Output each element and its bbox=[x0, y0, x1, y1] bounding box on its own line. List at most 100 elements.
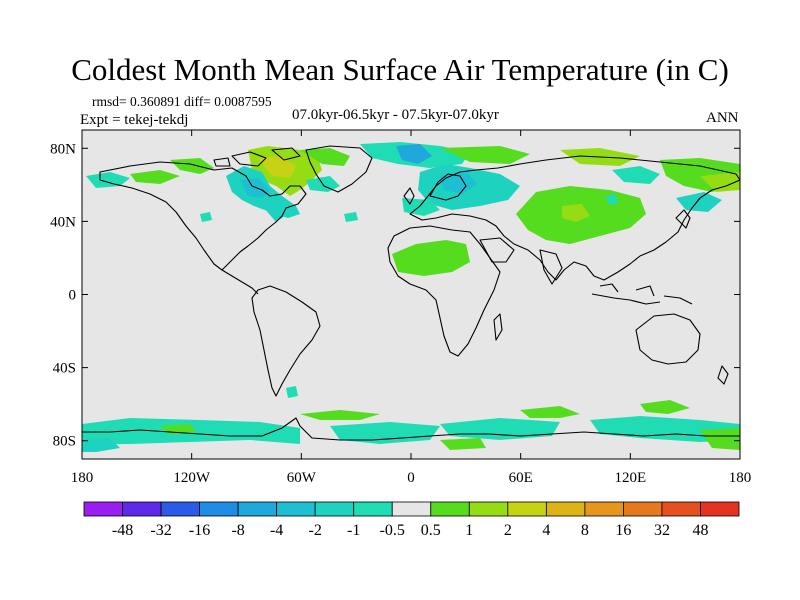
colorbar-box bbox=[507, 501, 547, 517]
coastline-south-america bbox=[251, 285, 321, 397]
coastline-japan bbox=[675, 209, 691, 229]
colorbar-box bbox=[237, 501, 278, 517]
anomaly-patch bbox=[640, 400, 690, 414]
colorbar-box bbox=[661, 501, 701, 517]
colorbar-label: 16 bbox=[615, 522, 631, 539]
anomaly-patch bbox=[264, 204, 288, 222]
anomaly-patch bbox=[170, 158, 214, 174]
experiment-label: Expt = tekej-tekdj bbox=[80, 112, 189, 128]
colorbar-box bbox=[391, 501, 432, 517]
coastlines bbox=[82, 145, 740, 441]
colorbar-label: 2 bbox=[504, 522, 512, 539]
anomaly-patch bbox=[240, 178, 270, 198]
axis-ticks bbox=[81, 130, 741, 459]
x-tick-label: 120W bbox=[173, 470, 211, 486]
colorbar-box bbox=[430, 501, 470, 517]
colorbar-box bbox=[122, 501, 162, 517]
season-label: ANN bbox=[706, 110, 739, 126]
anomaly-patch bbox=[300, 148, 350, 166]
coastline-eurasia bbox=[409, 155, 740, 281]
coastline-arabia bbox=[479, 237, 515, 263]
colorbar-box bbox=[700, 501, 740, 517]
chart-title: Coldest Month Mean Surface Air Temperatu… bbox=[71, 52, 729, 87]
map-background bbox=[82, 130, 740, 459]
x-tick-label: 0 bbox=[407, 470, 415, 486]
colorbar-label: -8 bbox=[231, 522, 244, 539]
coastline-scandinavia bbox=[429, 173, 467, 201]
x-tick-label: 60W bbox=[287, 470, 317, 486]
y-tick-label: 40N bbox=[50, 214, 76, 230]
colorbar-box bbox=[623, 501, 663, 517]
colorbar-box bbox=[353, 501, 393, 517]
colorbar-label: -16 bbox=[189, 522, 210, 539]
coastline-new-zealand bbox=[717, 365, 729, 385]
anomaly-patch bbox=[606, 194, 618, 204]
coastline-australia bbox=[635, 313, 701, 365]
colorbar-label: 1 bbox=[465, 522, 473, 539]
anomaly-patch bbox=[392, 240, 470, 276]
anomaly-patch bbox=[82, 438, 120, 452]
colorbar-box bbox=[276, 501, 316, 517]
colorbar-box bbox=[199, 501, 239, 517]
anomaly-patch bbox=[440, 438, 486, 450]
anomaly-patch bbox=[396, 144, 432, 164]
colorbar-label: 8 bbox=[581, 522, 589, 539]
coastline-greenland bbox=[305, 145, 373, 193]
x-tick-label: 120E bbox=[614, 470, 646, 486]
anomaly-patch bbox=[402, 198, 440, 216]
y-tick-label: 40S bbox=[53, 361, 76, 377]
colorbar-label: -32 bbox=[150, 522, 171, 539]
anomaly-patch bbox=[520, 406, 580, 418]
colorbar-label: -1 bbox=[347, 522, 360, 539]
coastline-madagascar bbox=[493, 313, 503, 341]
coastline-north-america bbox=[99, 161, 307, 271]
colorbar-label: -4 bbox=[270, 522, 283, 539]
anomaly-patch bbox=[200, 212, 212, 222]
coastline-central-america bbox=[221, 269, 259, 295]
y-tick-label: 80S bbox=[53, 434, 76, 450]
anomaly-patch bbox=[344, 212, 358, 222]
anomaly-patch bbox=[130, 170, 180, 184]
anomaly-patch bbox=[562, 204, 590, 222]
colorbar-labels: -48 -32 -16 -8 -4 -2 -1 -0.5 0.5 1 2 4 8 16 32 48 bbox=[112, 522, 709, 539]
coastline-indonesia bbox=[591, 283, 693, 305]
anomaly-patch bbox=[676, 192, 722, 212]
colorbar-label: 48 bbox=[692, 522, 708, 539]
coastline-britain bbox=[403, 187, 415, 205]
anomaly-patches bbox=[82, 142, 740, 452]
colorbar-label: -0.5 bbox=[380, 522, 405, 539]
colorbar-box bbox=[584, 501, 624, 517]
rmsd-diff-label: rmsd= 0.360891 diff= 0.0087595 bbox=[92, 94, 272, 109]
anomaly-patch bbox=[440, 146, 530, 164]
y-tick-label: 0 bbox=[69, 288, 77, 304]
x-tick-label: 180 bbox=[71, 470, 94, 486]
anomaly-patch bbox=[700, 172, 740, 192]
axis-tick-labels: 180 120W 60W 0 60E 120E 180 80N 40N 0 40S 80S bbox=[50, 141, 751, 486]
colorbar-label: -2 bbox=[309, 522, 322, 539]
colorbar-box bbox=[314, 501, 355, 517]
anomaly-patch bbox=[86, 172, 130, 188]
anomaly-patch bbox=[700, 428, 740, 450]
colorbar-box bbox=[160, 501, 200, 517]
anomaly-patch bbox=[286, 386, 298, 398]
anomaly-patch bbox=[258, 156, 296, 178]
colorbar-label: 32 bbox=[654, 522, 670, 539]
colorbar-label: -48 bbox=[112, 522, 133, 539]
coastline-antarctica bbox=[82, 417, 740, 441]
x-tick-label: 180 bbox=[729, 470, 752, 486]
colorbar-box bbox=[83, 501, 123, 517]
coastline-india bbox=[539, 249, 563, 285]
anomaly-patch bbox=[612, 166, 660, 184]
period-label: 07.0kyr-06.5kyr - 07.5kyr-07.0kyr bbox=[292, 107, 499, 123]
colorbar-box bbox=[545, 501, 586, 517]
colorbar-box bbox=[468, 501, 509, 517]
x-tick-label: 60E bbox=[509, 470, 533, 486]
anomaly-patch bbox=[440, 172, 478, 194]
colorbar-label: 4 bbox=[542, 522, 550, 539]
colorbar-boxes bbox=[83, 501, 740, 517]
anomaly-patch bbox=[330, 422, 440, 444]
anomaly-patch bbox=[300, 410, 380, 420]
coastline-africa bbox=[387, 225, 501, 357]
